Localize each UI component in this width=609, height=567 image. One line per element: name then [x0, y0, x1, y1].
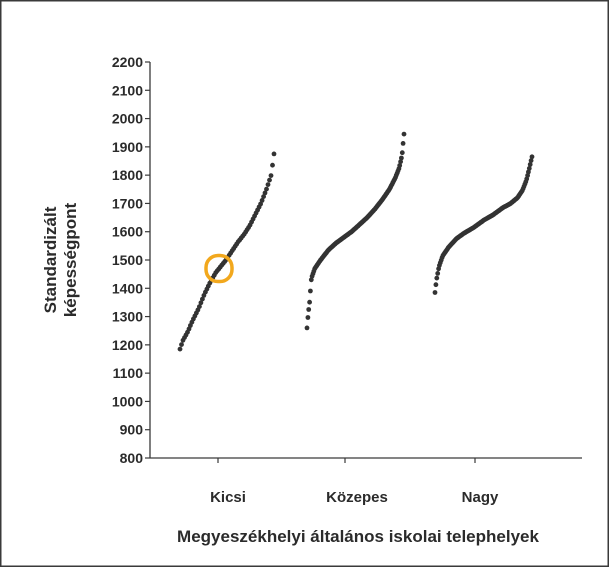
data-point-kozepes [304, 325, 310, 331]
data-point-nagy [528, 158, 534, 164]
y-tick-label: 2200 [112, 54, 143, 70]
y-tick-label: 1200 [112, 337, 143, 353]
data-point-kozepes [308, 288, 313, 294]
data-point-kicsi [177, 346, 183, 352]
data-point-kicsi [197, 304, 202, 309]
data-point-nagy [435, 271, 441, 276]
data-point-nagy [432, 290, 438, 295]
data-point-kozepes [307, 299, 312, 305]
data-point-kozepes [308, 277, 314, 283]
data-point-nagy [433, 282, 439, 288]
data-point-kozepes [305, 315, 311, 320]
x-category-label-kozepes: Közepes [326, 489, 388, 506]
data-point-kicsi [258, 201, 263, 207]
data-point-kicsi [261, 194, 266, 200]
y-tick-label: 1500 [112, 252, 143, 268]
data-point-kozepes [401, 131, 407, 137]
y-tick-label: 2000 [112, 111, 143, 127]
y-tick-label: 1300 [112, 309, 143, 325]
y-tick-label: 800 [120, 450, 144, 466]
data-point-nagy [434, 275, 440, 281]
data-point-kicsi [265, 182, 271, 188]
data-point-kicsi [179, 342, 184, 347]
data-point-nagy [527, 162, 533, 167]
data-point-kicsi [270, 162, 275, 168]
y-tick-label: 1000 [112, 393, 143, 409]
y-tick-label: 2100 [112, 82, 143, 98]
y-axis-label-line-2: képességpont [61, 203, 80, 318]
y-tick-label: 1400 [112, 280, 143, 296]
data-point-kozepes [397, 163, 403, 168]
y-tick-label: 1700 [112, 195, 143, 211]
data-point-kicsi [264, 186, 269, 192]
y-tick-label: 1800 [112, 167, 143, 183]
data-point-kicsi [271, 151, 277, 157]
data-point-kicsi [267, 177, 272, 183]
data-point-kozepes [399, 150, 405, 156]
x-axis-label: Megyeszékhelyi általános iskolai telephe… [177, 527, 539, 546]
data-point-nagy [526, 166, 532, 171]
x-category-label-kicsi: Kicsi [210, 489, 246, 506]
y-tick-label: 1600 [112, 224, 143, 240]
y-axis-label-line-1: Standardizált [41, 206, 60, 313]
data-point-kicsi [262, 190, 268, 196]
y-tick-label: 900 [120, 422, 144, 438]
x-category-label-nagy: Nagy [462, 489, 499, 506]
data-point-kicsi [200, 296, 205, 302]
highlight-marker [204, 253, 234, 284]
data-point-nagy [529, 154, 535, 160]
data-point-kozepes [306, 307, 312, 312]
y-tick-label: 1900 [112, 139, 143, 155]
data-point-kicsi [259, 198, 265, 203]
data-point-kozepes [400, 141, 406, 146]
y-tick-label: 1100 [113, 365, 144, 381]
plot-area: 800 900 1000 1100 1200 1300 1400 1500 1600 1700 18… [112, 54, 582, 466]
data-point-kozepes [398, 159, 403, 165]
data-point-nagy [526, 169, 531, 175]
data-point-kicsi [198, 300, 204, 306]
data-point-kicsi [268, 173, 274, 179]
data-point-kozepes [399, 155, 404, 161]
